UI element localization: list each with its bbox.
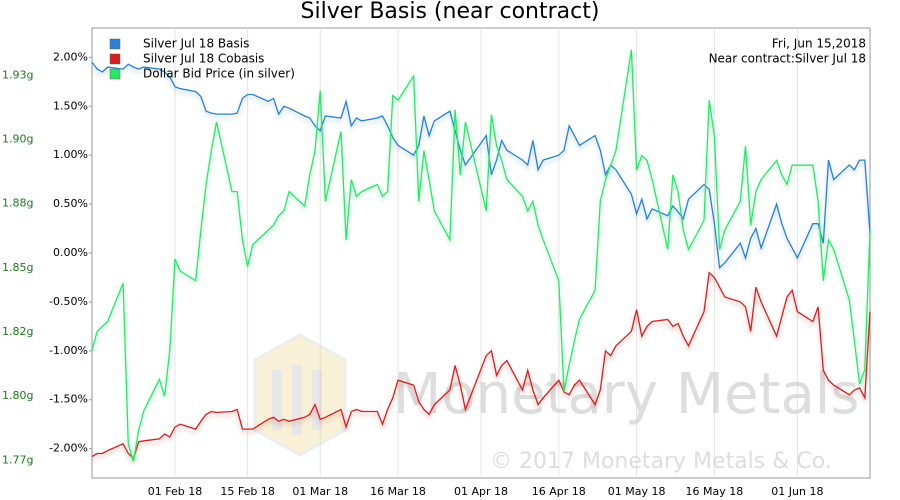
watermark-copyright: © 2017 Monetary Metals & Co.: [490, 449, 832, 474]
y2-tick-label: 1.90g: [2, 132, 33, 145]
x-tick-label: 01 Feb 18: [148, 485, 202, 498]
y-tick-label: 0.00%: [53, 246, 88, 259]
chart-title: Silver Basis (near contract): [301, 0, 600, 24]
legend-label: Silver Jul 18 Basis: [143, 37, 249, 51]
legend-swatch: [109, 68, 121, 80]
x-tick-label: 01 Mar 18: [292, 485, 348, 498]
x-tick-label: 15 Feb 18: [220, 485, 274, 498]
legend-label: Dollar Bid Price (in silver): [143, 67, 295, 81]
x-tick-label: 01 Apr 18: [454, 485, 508, 498]
y-tick-label: -1.50%: [49, 393, 88, 406]
y-tick-label: -1.00%: [49, 344, 88, 357]
legend-swatch: [109, 53, 121, 65]
x-tick-label: 16 May 18: [686, 485, 744, 498]
y-tick-label: 1.50%: [53, 99, 88, 112]
y-tick-label: -0.50%: [49, 295, 88, 308]
y2-tick-label: 1.77g: [2, 453, 33, 466]
watermark-logo: [253, 333, 347, 457]
y2-tick-label: 1.93g: [2, 68, 33, 81]
y-tick-label: -2.00%: [49, 442, 88, 455]
y-tick-label: 1.00%: [53, 148, 88, 161]
y-tick-label: 2.00%: [53, 50, 88, 63]
legend-label: Silver Jul 18 Cobasis: [143, 52, 264, 66]
series-line: [91, 49, 871, 462]
y2-tick-label: 1.85g: [2, 261, 33, 274]
annotation-date: Fri, Jun 15,2018: [772, 37, 866, 51]
y2-tick-label: 1.80g: [2, 389, 33, 402]
annotation-contract: Near contract:Silver Jul 18: [709, 52, 866, 66]
y2-tick-label: 1.88g: [2, 197, 33, 210]
series-line: [91, 271, 871, 460]
y2-tick-label: 1.82g: [2, 325, 33, 338]
watermark-text: Monetary Metals: [393, 362, 860, 427]
x-tick-label: 01 Jun 18: [771, 485, 823, 498]
x-tick-label: 16 Mar 18: [370, 485, 426, 498]
x-tick-label: 16 Apr 18: [532, 485, 586, 498]
legend-swatch: [109, 38, 121, 50]
y-tick-label: 0.50%: [53, 197, 88, 210]
x-tick-label: 01 May 18: [608, 485, 666, 498]
